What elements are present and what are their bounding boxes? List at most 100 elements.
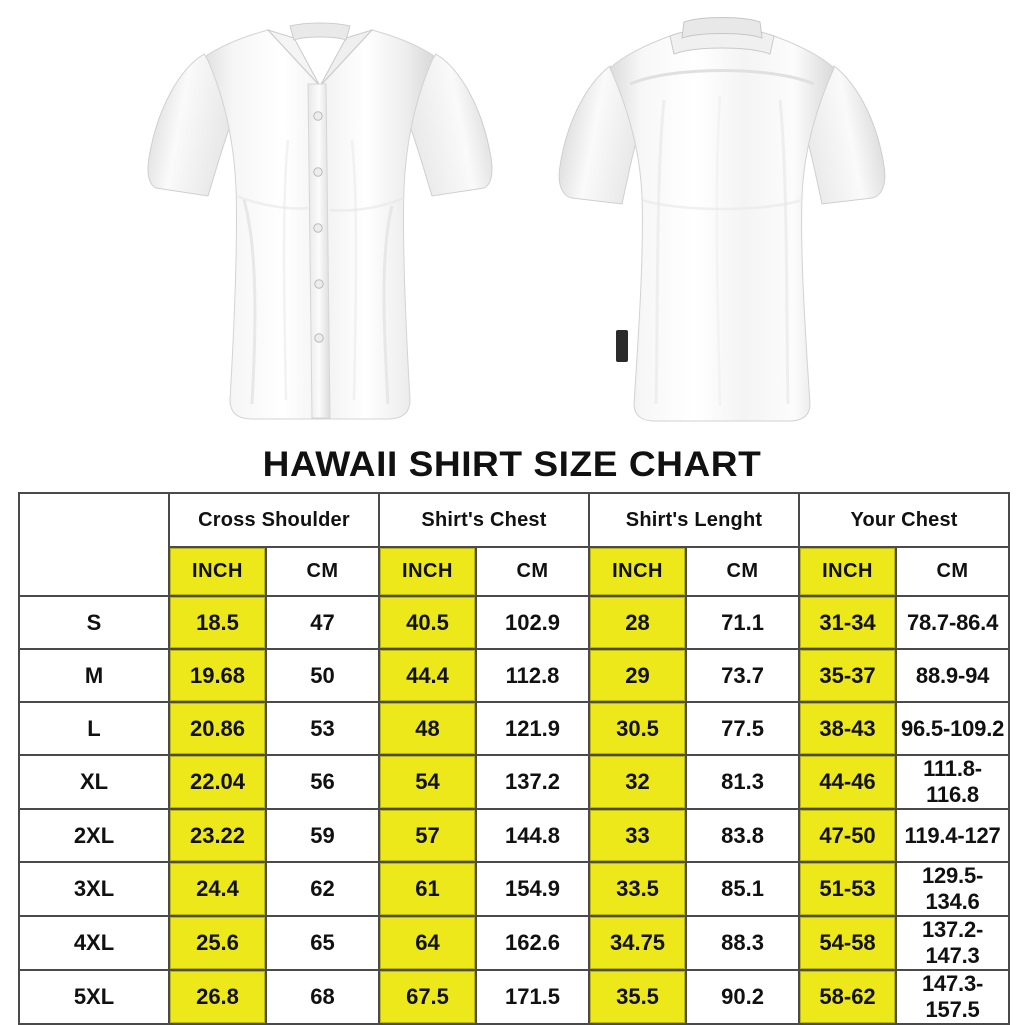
table-row: 2XL 23.22 59 57 144.8 33 83.8 47-50 119.… bbox=[18, 808, 1011, 863]
cell-your-chest-cm: 119.4-127 bbox=[895, 808, 1011, 863]
cell-shirt-length-inch: 28 bbox=[588, 595, 688, 650]
cell-cross-shoulder-cm: 47 bbox=[265, 595, 380, 650]
header-group-shirts-lenght: Shirt's Lenght bbox=[588, 492, 801, 548]
header-unit-cross-shoulder-inch: INCH bbox=[168, 546, 267, 597]
cell-your-chest-cm: 78.7-86.4 bbox=[895, 595, 1011, 650]
header-unit-shirts-lenght-cm: CM bbox=[685, 546, 801, 597]
cell-your-chest-inch: 51-53 bbox=[798, 861, 898, 917]
cell-your-chest-inch: 54-58 bbox=[798, 915, 898, 971]
cell-your-chest-inch: 58-62 bbox=[798, 969, 898, 1025]
cell-size: 2XL bbox=[18, 808, 170, 863]
cell-your-chest-inch: 47-50 bbox=[798, 808, 898, 863]
size-chart-container: Cross Shoulder Shirt's Chest Shirt's Len… bbox=[18, 492, 1011, 1025]
header-unit-shirts-chest-cm: CM bbox=[474, 546, 591, 597]
cell-shirt-chest-cm: 162.6 bbox=[474, 915, 591, 971]
header-unit-shirts-chest-inch: INCH bbox=[378, 546, 477, 597]
cell-cross-shoulder-cm: 53 bbox=[265, 701, 380, 756]
cell-shirt-chest-inch: 67.5 bbox=[378, 969, 477, 1025]
cell-your-chest-cm: 88.9-94 bbox=[895, 648, 1011, 703]
cell-shirt-chest-inch: 44.4 bbox=[378, 648, 477, 703]
cell-shirt-chest-inch: 61 bbox=[378, 861, 477, 917]
cell-shirt-chest-inch: 40.5 bbox=[378, 595, 477, 650]
page-title: HAWAII SHIRT SIZE CHART bbox=[262, 445, 762, 484]
cell-your-chest-cm: 96.5-109.2 bbox=[895, 701, 1011, 756]
cell-size: 4XL bbox=[18, 915, 170, 971]
header-unit-shirts-lenght-inch: INCH bbox=[588, 546, 688, 597]
cell-size: 3XL bbox=[18, 861, 170, 917]
header-group-cross-shoulder: Cross Shoulder bbox=[168, 492, 380, 548]
cell-size: XL bbox=[18, 754, 170, 810]
cell-your-chest-cm: 147.3-157.5 bbox=[895, 969, 1011, 1025]
cell-your-chest-inch: 35-37 bbox=[798, 648, 898, 703]
cell-cross-shoulder-cm: 50 bbox=[265, 648, 380, 703]
cell-shirt-chest-cm: 121.9 bbox=[474, 701, 591, 756]
cell-your-chest-cm: 129.5-134.6 bbox=[895, 861, 1011, 917]
table-group-header-row: Cross Shoulder Shirt's Chest Shirt's Len… bbox=[18, 492, 1011, 597]
cell-shirt-length-cm: 90.2 bbox=[685, 969, 801, 1025]
table-row: 3XL 24.4 62 61 154.9 33.5 85.1 51-53 129… bbox=[18, 861, 1011, 917]
cell-cross-shoulder-cm: 65 bbox=[265, 915, 380, 971]
cell-size: 5XL bbox=[18, 969, 170, 1025]
cell-shirt-chest-inch: 48 bbox=[378, 701, 477, 756]
cell-cross-shoulder-inch: 18.5 bbox=[168, 595, 267, 650]
cell-shirt-chest-cm: 137.2 bbox=[474, 754, 591, 810]
cell-size: S bbox=[18, 595, 170, 650]
cell-your-chest-cm: 137.2-147.3 bbox=[895, 915, 1011, 971]
table-row: L 20.86 53 48 121.9 30.5 77.5 38-43 96.5… bbox=[18, 701, 1011, 756]
header-unit-your-chest-cm: CM bbox=[895, 546, 1011, 597]
cell-shirt-length-cm: 71.1 bbox=[685, 595, 801, 650]
header-size-corner bbox=[18, 492, 170, 597]
cell-cross-shoulder-cm: 68 bbox=[265, 969, 380, 1025]
cell-shirt-chest-cm: 171.5 bbox=[474, 969, 591, 1025]
table-row: XL 22.04 56 54 137.2 32 81.3 44-46 111.8… bbox=[18, 754, 1011, 810]
cell-cross-shoulder-cm: 59 bbox=[265, 808, 380, 863]
cell-cross-shoulder-inch: 25.6 bbox=[168, 915, 267, 971]
header-group-your-chest: Your Chest bbox=[798, 492, 1011, 548]
cell-cross-shoulder-inch: 23.22 bbox=[168, 808, 267, 863]
header-unit-your-chest-inch: INCH bbox=[798, 546, 898, 597]
product-image-strip bbox=[0, 0, 1024, 445]
cell-your-chest-inch: 44-46 bbox=[798, 754, 898, 810]
size-chart-table: Cross Shoulder Shirt's Chest Shirt's Len… bbox=[18, 492, 1011, 1025]
cell-shirt-length-cm: 83.8 bbox=[685, 808, 801, 863]
cell-cross-shoulder-inch: 20.86 bbox=[168, 701, 267, 756]
cell-shirt-length-cm: 73.7 bbox=[685, 648, 801, 703]
cell-shirt-length-inch: 33.5 bbox=[588, 861, 688, 917]
header-group-shirts-chest: Shirt's Chest bbox=[377, 492, 591, 548]
cell-shirt-chest-cm: 112.8 bbox=[474, 648, 591, 703]
cell-shirt-length-inch: 29 bbox=[588, 648, 688, 703]
cell-shirt-length-inch: 33 bbox=[588, 808, 688, 863]
cell-cross-shoulder-inch: 26.8 bbox=[168, 969, 267, 1025]
cell-cross-shoulder-cm: 62 bbox=[265, 861, 380, 917]
cell-shirt-length-inch: 35.5 bbox=[588, 969, 688, 1025]
table-row: 4XL 25.6 65 64 162.6 34.75 88.3 54-58 13… bbox=[18, 915, 1011, 971]
cell-cross-shoulder-inch: 24.4 bbox=[168, 861, 267, 917]
cell-shirt-chest-cm: 144.8 bbox=[474, 808, 591, 863]
cell-size: L bbox=[18, 701, 170, 756]
cell-your-chest-inch: 38-43 bbox=[798, 701, 898, 756]
table-row: 5XL 26.8 68 67.5 171.5 35.5 90.2 58-62 1… bbox=[18, 969, 1011, 1025]
size-chart-body: S 18.5 47 40.5 102.9 28 71.1 31-34 78.7-… bbox=[18, 595, 1011, 1025]
cell-shirt-length-inch: 32 bbox=[588, 754, 688, 810]
cell-shirt-length-cm: 81.3 bbox=[685, 754, 801, 810]
header-unit-cross-shoulder-cm: CM bbox=[265, 546, 380, 597]
cell-shirt-length-cm: 88.3 bbox=[685, 915, 801, 971]
cell-cross-shoulder-cm: 56 bbox=[265, 754, 380, 810]
cell-shirt-chest-cm: 102.9 bbox=[474, 595, 591, 650]
shirt-back-view bbox=[552, 0, 892, 445]
cell-shirt-chest-inch: 54 bbox=[378, 754, 477, 810]
cell-shirt-length-cm: 85.1 bbox=[685, 861, 801, 917]
cell-your-chest-inch: 31-34 bbox=[798, 595, 898, 650]
shirt-front-view bbox=[140, 0, 500, 445]
cell-cross-shoulder-inch: 19.68 bbox=[168, 648, 267, 703]
cell-size: M bbox=[18, 648, 170, 703]
cell-shirt-length-inch: 30.5 bbox=[588, 701, 688, 756]
cell-shirt-length-cm: 77.5 bbox=[685, 701, 801, 756]
cell-your-chest-cm: 111.8-116.8 bbox=[895, 754, 1011, 810]
cell-shirt-chest-inch: 57 bbox=[378, 808, 477, 863]
cell-shirt-chest-cm: 154.9 bbox=[474, 861, 591, 917]
brand-tag bbox=[616, 330, 628, 362]
table-unit-header-row: INCH CM INCH CM INCH CM INCH CM bbox=[19, 546, 1011, 597]
table-row: M 19.68 50 44.4 112.8 29 73.7 35-37 88.9… bbox=[18, 648, 1011, 703]
cell-shirt-length-inch: 34.75 bbox=[588, 915, 688, 971]
